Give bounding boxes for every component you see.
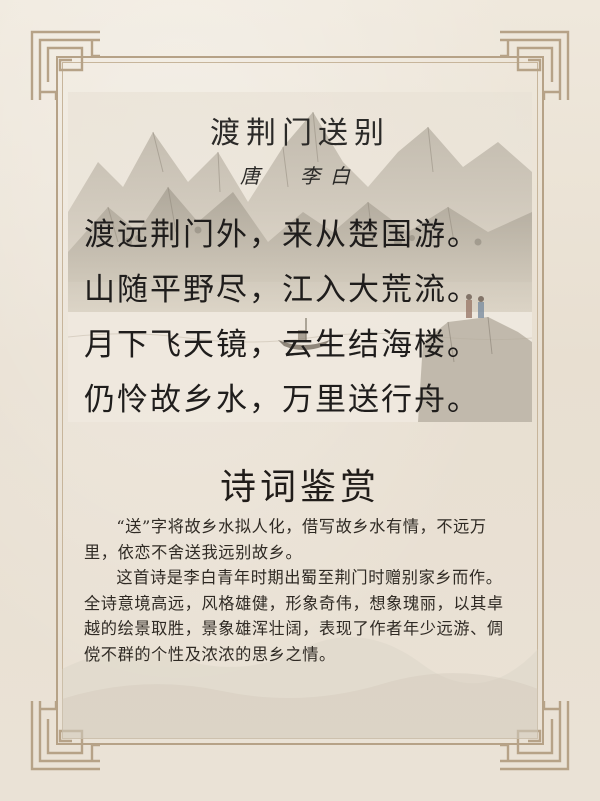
poem-body: 渡远荆门外，来从楚国游。 山随平野尽，江入大荒流。 月下飞天镜，云生结海楼。 仍…	[84, 208, 524, 428]
poem-author: 唐 李白	[240, 164, 360, 188]
corner-ornament-icon	[30, 701, 100, 771]
corner-ornament-icon	[30, 30, 100, 100]
poem-line: 仍怜故乡水，万里送行舟。	[84, 382, 480, 418]
corner-ornament-icon	[500, 30, 570, 100]
mist-landscape	[62, 637, 538, 739]
frame-inner-border	[62, 62, 538, 739]
poem-title: 渡荆门送别	[210, 116, 390, 151]
appreciation-heading: 诗词鉴赏	[219, 467, 380, 508]
poem-line: 山随平野尽，江入大荒流。	[84, 272, 480, 308]
appreciation-text: “送”字将故乡水拟人化，借写故乡水有情，不远万里，依恋不舍送我远别故乡。 这首诗…	[84, 514, 516, 667]
landscape-painting	[68, 92, 532, 422]
corner-ornament-icon	[500, 701, 570, 771]
appreciation-paragraph: 这首诗是李白青年时期出蜀至荆门时赠别家乡而作。全诗意境高远，风格雄健，形象奇伟，…	[84, 568, 504, 664]
poem-line: 渡远荆门外，来从楚国游。	[84, 217, 480, 253]
appreciation-paragraph: “送”字将故乡水拟人化，借写故乡水有情，不远万里，依恋不舍送我远别故乡。	[84, 517, 487, 562]
poem-line: 月下飞天镜，云生结海楼。	[84, 327, 480, 363]
frame-border	[56, 56, 544, 745]
